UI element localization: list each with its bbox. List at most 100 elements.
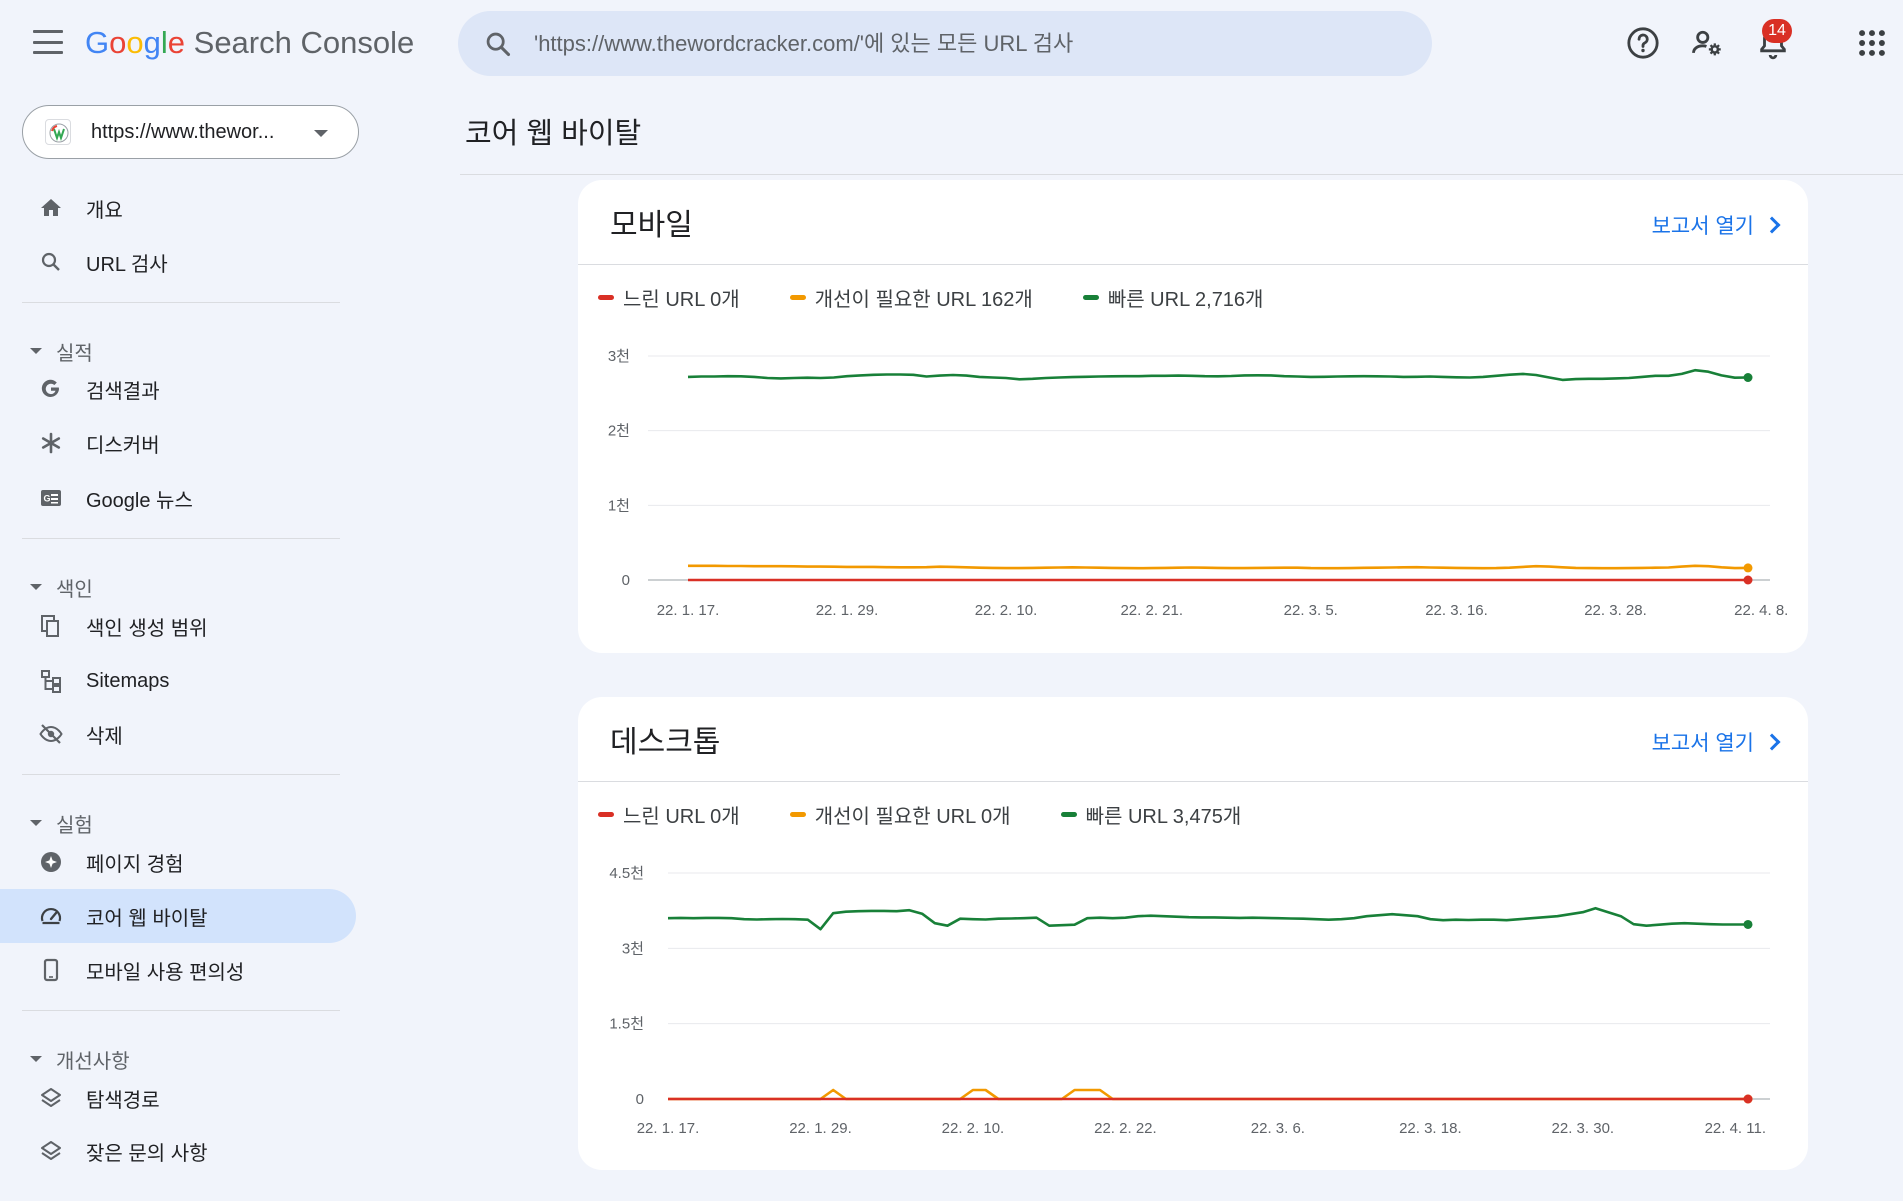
dropdown-caret-icon: [314, 130, 328, 137]
sidebar-item-gauge[interactable]: 코어 웹 바이탈: [0, 889, 356, 943]
home-icon: [38, 195, 64, 221]
card-title: 모바일: [610, 209, 693, 242]
series-line-improve[interactable]: [668, 1088, 1748, 1101]
sidebar-item-layers[interactable]: 탐색경로: [0, 1071, 356, 1125]
y-tick-label: 3천: [622, 940, 644, 957]
eye-off-icon: [38, 721, 64, 747]
y-tick-label: 3천: [608, 348, 630, 365]
sidebar-item-label: Google 뉴스: [86, 489, 193, 512]
layers-icon: [38, 1138, 64, 1164]
help-icon[interactable]: [1626, 26, 1660, 60]
svg-text:G: G: [44, 494, 51, 504]
x-tick-label: 22. 1. 17.: [657, 602, 720, 619]
chart-legend: 느린 URL 0개 개선이 필요한 URL 162개 빠른 URL 2,716개: [598, 283, 1313, 312]
sidebar-item-google-g[interactable]: 검색결과: [0, 362, 356, 416]
x-tick-label: 22. 2. 22.: [1094, 1120, 1157, 1137]
sidebar-item-plus-circle[interactable]: 페이지 경험: [0, 835, 356, 889]
x-tick-label: 22. 4. 8.: [1734, 602, 1788, 619]
card-divider: [578, 264, 1808, 265]
google-g-icon: [38, 376, 64, 402]
series-line-improve[interactable]: [688, 564, 1749, 570]
legend-swatch: [598, 812, 614, 817]
manage-users-icon[interactable]: [1690, 26, 1724, 60]
mobile-cwv-chart: 0 1천 2천 3천 22. 1. 17. 22. 1. 29. 22. 2. 10. 22.…: [608, 348, 1789, 619]
copy-pages-icon: [38, 613, 64, 639]
x-tick-label: 22. 3. 5.: [1284, 602, 1338, 619]
collapse-caret-icon: [30, 1056, 42, 1062]
legend-swatch: [1060, 812, 1077, 817]
series-endpoint-fast: [1743, 373, 1753, 383]
sidebar-item-eye-off[interactable]: 삭제: [0, 707, 356, 761]
y-tick-label: 4.5천: [609, 865, 644, 882]
news-icon: G: [38, 485, 64, 511]
property-selector[interactable]: https://www.thewor...: [22, 105, 359, 159]
top-bar: Google Search Console 14: [0, 0, 1903, 88]
sidebar-item-label: 검색결과: [86, 380, 160, 403]
sidebar-item-home[interactable]: 개요: [0, 181, 356, 235]
card-divider: [578, 781, 1808, 782]
search-icon: [38, 249, 64, 275]
legend-item-fast[interactable]: 빠른 URL 3,475개: [1060, 800, 1241, 829]
series-endpoint-improve: [1743, 563, 1753, 573]
search-input[interactable]: [534, 11, 1414, 76]
title-divider: [460, 174, 1903, 175]
sidebar-item-label: Sitemaps: [86, 669, 170, 692]
sidebar-item-sitemap[interactable]: Sitemaps: [0, 654, 356, 708]
phone-icon: [38, 957, 64, 983]
legend-item-improve[interactable]: 개선이 필요한 URL 0개: [789, 800, 1011, 829]
url-inspect-search: [458, 11, 1432, 76]
open-report-link[interactable]: 보고서 열기: [1652, 210, 1781, 240]
collapse-caret-icon: [30, 584, 42, 590]
x-tick-label: 22. 2. 10.: [942, 1120, 1005, 1137]
sidebar-item-label: URL 검사: [86, 253, 168, 276]
site-favicon: [45, 119, 71, 145]
sidebar-section-header[interactable]: 개선사항: [30, 1044, 130, 1074]
y-tick-label: 1천: [608, 497, 630, 514]
x-tick-label: 22. 3. 28.: [1584, 602, 1647, 619]
page-title: 코어 웹 바이탈: [465, 118, 642, 150]
open-report-link[interactable]: 보고서 열기: [1652, 727, 1781, 757]
series-endpoint-fast: [1743, 919, 1753, 929]
search-icon[interactable]: [484, 30, 512, 58]
main-menu-icon[interactable]: [33, 30, 63, 54]
notification-badge: 14: [1762, 19, 1792, 43]
y-tick-label: 0: [636, 1091, 644, 1108]
legend-item-slow[interactable]: 느린 URL 0개: [598, 283, 740, 312]
legend-swatch: [598, 295, 614, 300]
x-tick-label: 22. 1. 29.: [816, 602, 879, 619]
x-tick-label: 22. 2. 10.: [975, 602, 1038, 619]
sitemap-icon: [38, 668, 64, 694]
collapse-caret-icon: [30, 348, 42, 354]
x-tick-label: 22. 3. 6.: [1251, 1120, 1305, 1137]
sidebar-item-layers[interactable]: 잦은 문의 사항: [0, 1124, 356, 1178]
x-tick-label: 22. 3. 16.: [1425, 602, 1488, 619]
sidebar-divider: [22, 774, 340, 775]
sidebar-item-search[interactable]: URL 검사: [0, 235, 356, 289]
asterisk-icon: [38, 430, 64, 456]
apps-grid-icon[interactable]: [1855, 26, 1889, 60]
x-tick-label: 22. 2. 21.: [1120, 602, 1183, 619]
x-tick-label: 22. 4. 11.: [1705, 1120, 1766, 1137]
sidebar-item-news[interactable]: G Google 뉴스: [0, 471, 356, 525]
legend-item-improve[interactable]: 개선이 필요한 URL 162개: [789, 283, 1033, 312]
mobile-card: 모바일 보고서 열기 느린 URL 0개 개선이 필요한 URL 162개 빠른…: [578, 180, 1808, 653]
legend-item-slow[interactable]: 느린 URL 0개: [598, 800, 740, 829]
y-tick-label: 2천: [608, 423, 630, 440]
x-tick-label: 22. 3. 18.: [1399, 1120, 1462, 1137]
sidebar-item-copy-pages[interactable]: 색인 생성 범위: [0, 599, 356, 653]
sidebar-section-header[interactable]: 색인: [30, 572, 93, 602]
sidebar-item-label: 탐색경로: [86, 1089, 160, 1112]
legend-item-fast[interactable]: 빠른 URL 2,716개: [1082, 283, 1263, 312]
sidebar-section-header[interactable]: 실험: [30, 808, 93, 838]
sidebar-item-asterisk[interactable]: 디스커버: [0, 416, 356, 470]
sidebar-item-label: 개요: [86, 199, 123, 222]
sidebar-item-phone[interactable]: 모바일 사용 편의성: [0, 943, 356, 997]
desktop-cwv-chart: 0 1.5천 3천 4.5천 22. 1. 17. 22. 1. 29. 22. 2. 10…: [609, 865, 1770, 1137]
legend-swatch: [1082, 295, 1099, 300]
sidebar-section-header[interactable]: 실적: [30, 336, 93, 366]
series-line-fast[interactable]: [667, 906, 1748, 931]
sidebar-divider: [22, 538, 340, 539]
sidebar-item-label: 삭제: [86, 725, 123, 748]
app-logo[interactable]: Google Search Console: [85, 25, 415, 60]
series-line-fast[interactable]: [687, 368, 1749, 382]
